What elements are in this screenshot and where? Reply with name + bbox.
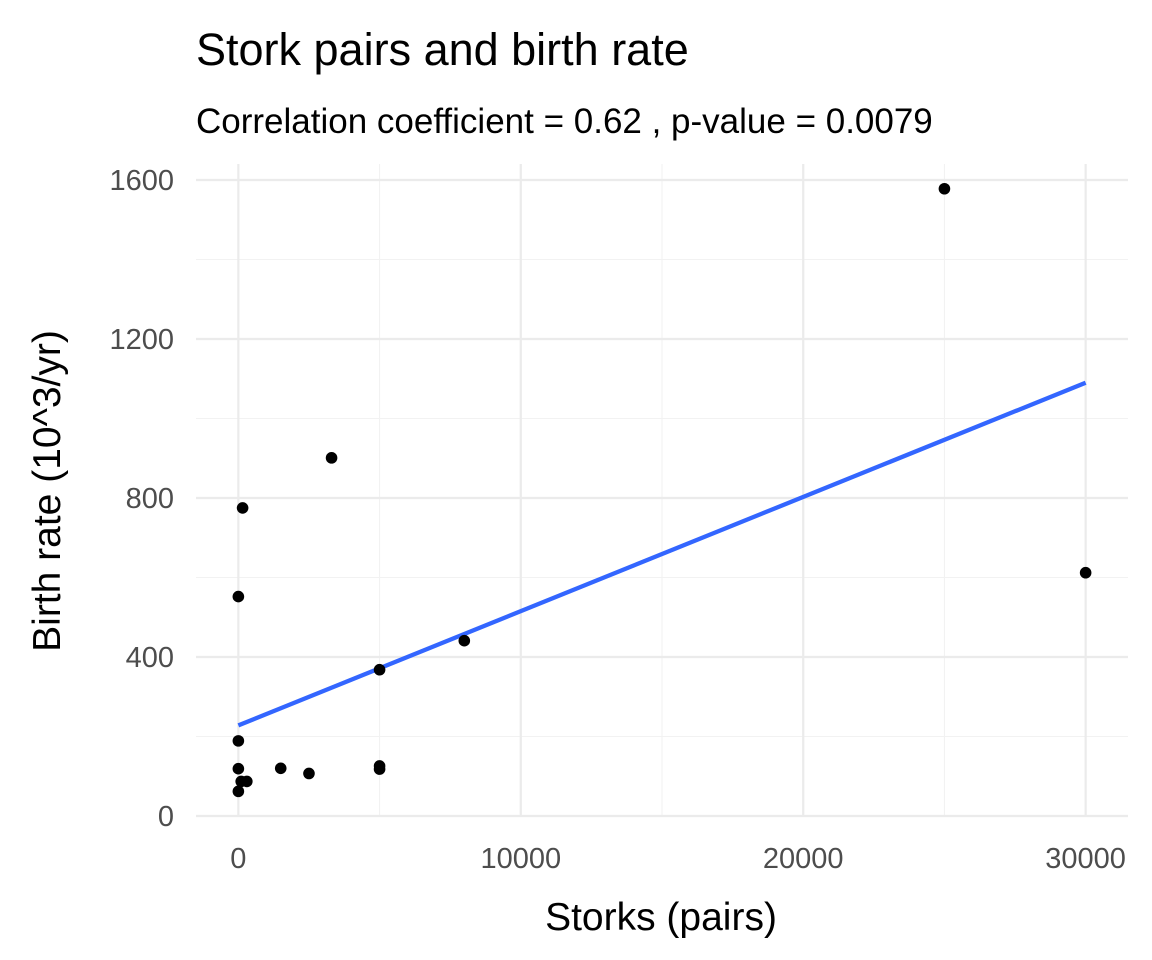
x-tick-label: 10000 <box>480 843 561 875</box>
data-point <box>325 452 338 464</box>
data-point <box>458 634 471 647</box>
data-points <box>232 182 1092 798</box>
data-point <box>1079 566 1092 579</box>
y-tick-label: 400 <box>126 642 174 674</box>
data-point <box>232 785 245 798</box>
y-tick-label: 1200 <box>109 324 174 356</box>
y-tick-label: 800 <box>126 483 174 515</box>
data-point <box>274 762 287 775</box>
y-tick-label: 1600 <box>109 165 174 197</box>
y-axis-tick-labels: 0 400 800 1200 1600 <box>109 165 174 833</box>
x-axis-title: Storks (pairs) <box>545 896 777 939</box>
data-point <box>938 182 951 195</box>
x-tick-label: 20000 <box>763 843 844 875</box>
x-tick-label: 0 <box>230 843 246 875</box>
chart-subtitle: Correlation coefficient = 0.62 , p-value… <box>196 102 933 141</box>
y-axis-title: Birth rate (10^3/yr) <box>26 330 69 652</box>
data-point <box>232 735 245 747</box>
data-point <box>373 763 386 775</box>
data-point <box>373 663 386 676</box>
data-point <box>232 762 245 775</box>
x-axis-tick-labels: 0 10000 20000 30000 <box>230 843 1126 875</box>
data-point <box>232 590 245 603</box>
data-point <box>241 775 253 788</box>
y-tick-label: 0 <box>158 801 174 833</box>
x-tick-label: 30000 <box>1045 843 1126 875</box>
chart-title: Stork pairs and birth rate <box>196 24 689 75</box>
major-gridlines <box>196 164 1128 818</box>
data-point <box>303 767 315 780</box>
data-point <box>236 502 249 514</box>
minor-gridlines <box>196 164 1128 816</box>
